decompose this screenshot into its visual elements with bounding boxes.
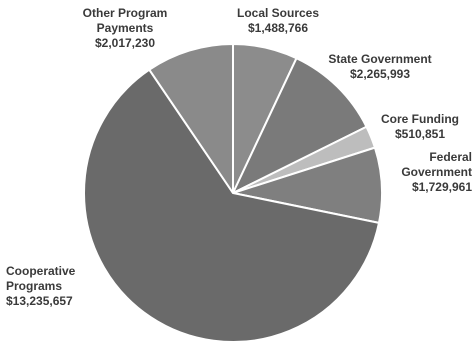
slice-label-name-line2: Payments	[96, 21, 154, 35]
slice-label-name-line2: Programs	[6, 279, 63, 293]
slice-label-state-government: State Government $2,265,993	[320, 52, 440, 82]
slice-label-value: $2,265,993	[349, 67, 411, 81]
slice-label-value: $2,017,230	[94, 36, 156, 50]
slice-label-value: $1,729,961	[411, 180, 472, 194]
pie-slice-cooperative-programs	[83, 68, 380, 343]
slice-label-core-funding: Core Funding $510,851	[375, 112, 465, 142]
slice-label-name-line1: Cooperative	[6, 264, 76, 278]
slice-label-name: Core Funding	[381, 112, 459, 126]
slice-label-local-sources: Local Sources $1,488,766	[233, 6, 323, 36]
slice-label-federal-government: Federal Government $1,729,961	[380, 150, 472, 195]
slice-label-value: $13,235,657	[6, 294, 73, 308]
slice-label-name: State Government	[328, 52, 432, 66]
slice-label-value: $510,851	[394, 127, 446, 141]
pie-slice-state-government	[232, 57, 368, 194]
slice-label-other-program-payments: Other Program Payments $2,017,230	[70, 6, 180, 51]
pie-slice-other-program-payments	[148, 43, 234, 194]
slice-label-value: $1,488,766	[247, 21, 309, 35]
slice-label-name-line2: Government	[401, 165, 472, 179]
slice-label-name-line1: Other Program	[82, 6, 168, 20]
slice-label-name: Local Sources	[236, 6, 320, 20]
slice-label-name-line1: Federal	[429, 150, 472, 164]
slice-label-cooperative-programs: Cooperative Programs $13,235,657	[6, 264, 106, 309]
